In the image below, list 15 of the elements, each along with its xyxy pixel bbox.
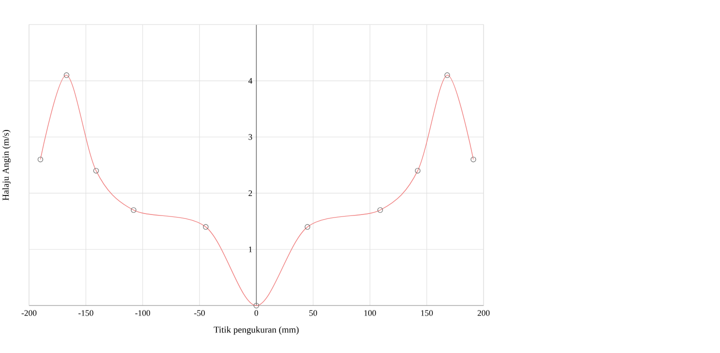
x-tick-label: 0 xyxy=(254,310,258,316)
x-tick-label: 200 xyxy=(478,310,490,316)
x-tick-label: -200 xyxy=(22,310,36,316)
y-tick-label: 1 xyxy=(248,246,252,252)
x-tick-label: -50 xyxy=(194,310,205,316)
y-tick-label: 3 xyxy=(248,134,252,140)
x-tick-label: 150 xyxy=(421,310,433,316)
x-tick-label: -150 xyxy=(78,310,94,316)
x-tick-label: 100 xyxy=(364,310,376,316)
y-tick-label: 4 xyxy=(248,78,252,84)
x-tick-label: 50 xyxy=(309,310,318,316)
x-axis-title: Titik pengukuran (mm) xyxy=(214,326,299,335)
y-axis-title: Halaju Angin (m/s) xyxy=(2,130,11,200)
y-tick-label: 2 xyxy=(248,190,252,196)
x-tick-label: -100 xyxy=(135,310,150,316)
